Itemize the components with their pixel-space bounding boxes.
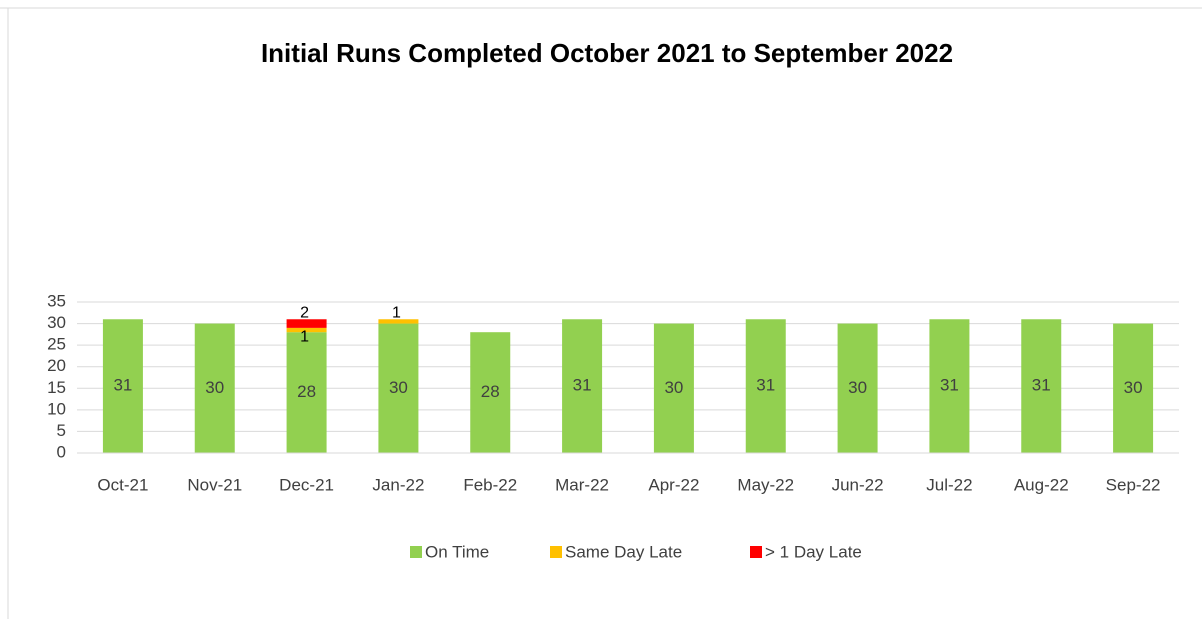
data-label: 30	[848, 378, 867, 397]
y-tick-label: 20	[47, 356, 66, 375]
legend-label: Same Day Late	[565, 542, 682, 561]
x-tick-label: Aug-22	[1014, 475, 1069, 494]
legend-swatch	[750, 546, 762, 558]
x-tick-label: Mar-22	[555, 475, 609, 494]
bar-segment	[194, 323, 235, 453]
y-tick-label: 0	[57, 442, 66, 461]
x-tick-label: Feb-22	[463, 475, 517, 494]
x-tick-label: Apr-22	[648, 475, 699, 494]
data-label: 28	[481, 382, 500, 401]
x-tick-label: Jul-22	[926, 475, 972, 494]
bar-segment	[286, 319, 327, 328]
bar-segment	[102, 319, 143, 453]
legend-swatch	[550, 546, 562, 558]
data-label: 1	[392, 304, 401, 321]
bar-segment	[837, 323, 878, 453]
x-tick-label: Nov-21	[187, 475, 242, 494]
data-label: 31	[1032, 376, 1051, 395]
y-tick-label: 30	[47, 313, 66, 332]
data-label: 1	[300, 328, 309, 345]
x-tick-label: Jan-22	[372, 475, 424, 494]
x-tick-label: Jun-22	[832, 475, 884, 494]
bar-segment	[286, 327, 327, 333]
bar-segment	[470, 332, 511, 453]
y-tick-label: 5	[57, 421, 66, 440]
bar-segment	[745, 319, 786, 453]
data-label: 31	[113, 376, 132, 395]
bar-segment	[929, 319, 970, 453]
bar-segment	[653, 323, 694, 453]
x-tick-label: Oct-21	[97, 475, 148, 494]
bar-segment	[1113, 323, 1154, 453]
legend-swatch	[410, 546, 422, 558]
data-label: 30	[1124, 378, 1143, 397]
bar-segment	[378, 323, 419, 453]
data-label: 30	[664, 378, 683, 397]
data-label: 31	[940, 376, 959, 395]
bar-segment	[378, 319, 419, 324]
x-tick-label: May-22	[737, 475, 794, 494]
data-label: 31	[756, 376, 775, 395]
y-tick-label: 10	[47, 399, 66, 418]
x-tick-label: Sep-22	[1106, 475, 1161, 494]
data-label: 2	[300, 304, 309, 321]
legend-label: > 1 Day Late	[765, 542, 862, 561]
data-label: 31	[573, 376, 592, 395]
y-tick-label: 15	[47, 378, 66, 397]
data-label: 30	[389, 378, 408, 397]
data-label: 30	[205, 378, 224, 397]
x-tick-label: Dec-21	[279, 475, 334, 494]
y-tick-label: 25	[47, 335, 66, 354]
chart-title: Initial Runs Completed October 2021 to S…	[261, 38, 953, 68]
data-label: 28	[297, 382, 316, 401]
y-tick-label: 35	[47, 291, 66, 310]
legend-label: On Time	[425, 542, 489, 561]
bar-segment	[562, 319, 603, 453]
bar-segment	[286, 332, 327, 453]
bar-segment	[1021, 319, 1062, 453]
